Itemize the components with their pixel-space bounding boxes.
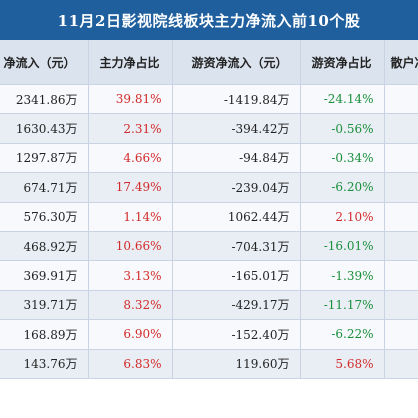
main-pct-cell: 1.14% bbox=[88, 202, 173, 232]
hot-inflow-cell: -165.01万 bbox=[172, 260, 301, 291]
retail-cell bbox=[384, 349, 418, 379]
fund-flow-table: 净流入（元） 主力净占比 游资净流入（元） 游资净占比 散户净 2341.86万… bbox=[0, 40, 418, 379]
main-inflow-cell: 468.92万 bbox=[0, 231, 89, 262]
retail-cell bbox=[384, 319, 418, 350]
main-inflow-cell: 319.71万 bbox=[0, 290, 89, 321]
hot-inflow-cell: -704.31万 bbox=[172, 231, 301, 262]
table-row: 168.89万 6.90% -152.40万 -6.22% bbox=[0, 319, 418, 350]
hot-inflow-cell: -94.84万 bbox=[172, 143, 301, 174]
header-main-pct: 主力净占比 bbox=[88, 40, 173, 85]
main-pct-cell: 39.81% bbox=[88, 84, 173, 115]
hot-pct-cell: -6.20% bbox=[300, 172, 385, 203]
table-row: 674.71万 17.49% -239.04万 -6.20% bbox=[0, 172, 418, 203]
hot-inflow-cell: 119.60万 bbox=[172, 349, 301, 379]
table-row: 369.91万 3.13% -165.01万 -1.39% bbox=[0, 260, 418, 291]
main-inflow-cell: 1630.43万 bbox=[0, 113, 89, 144]
main-pct-cell: 2.31% bbox=[88, 113, 173, 144]
table-row: 319.71万 8.32% -429.17万 -11.17% bbox=[0, 290, 418, 321]
hot-inflow-cell: -1419.84万 bbox=[172, 84, 301, 115]
hot-inflow-cell: -152.40万 bbox=[172, 319, 301, 350]
main-inflow-cell: 168.89万 bbox=[0, 319, 89, 350]
main-pct-cell: 10.66% bbox=[88, 231, 173, 262]
hot-inflow-cell: -429.17万 bbox=[172, 290, 301, 321]
main-inflow-cell: 1297.87万 bbox=[0, 143, 89, 174]
main-inflow-cell: 576.30万 bbox=[0, 202, 89, 232]
hot-pct-cell: -0.56% bbox=[300, 113, 385, 144]
hot-inflow-cell: -394.42万 bbox=[172, 113, 301, 144]
retail-cell bbox=[384, 290, 418, 321]
hot-inflow-cell: -239.04万 bbox=[172, 172, 301, 203]
hot-pct-cell: -0.34% bbox=[300, 143, 385, 174]
retail-cell bbox=[384, 202, 418, 232]
retail-cell bbox=[384, 113, 418, 144]
hot-pct-cell: -16.01% bbox=[300, 231, 385, 262]
table-header-row: 净流入（元） 主力净占比 游资净流入（元） 游资净占比 散户净 bbox=[0, 40, 418, 85]
table-row: 1297.87万 4.66% -94.84万 -0.34% bbox=[0, 143, 418, 174]
main-pct-cell: 8.32% bbox=[88, 290, 173, 321]
header-hot-pct: 游资净占比 bbox=[300, 40, 385, 85]
header-main-inflow: 净流入（元） bbox=[0, 40, 89, 85]
main-pct-cell: 4.66% bbox=[88, 143, 173, 174]
main-pct-cell: 6.83% bbox=[88, 349, 173, 379]
table-title: 11月2日影视院线板块主力净流入前10个股 bbox=[0, 0, 418, 40]
retail-cell bbox=[384, 84, 418, 115]
main-inflow-cell: 674.71万 bbox=[0, 172, 89, 203]
main-pct-cell: 6.90% bbox=[88, 319, 173, 350]
main-inflow-cell: 369.91万 bbox=[0, 260, 89, 291]
main-inflow-cell: 143.76万 bbox=[0, 349, 89, 379]
hot-pct-cell: -6.22% bbox=[300, 319, 385, 350]
table-row: 1630.43万 2.31% -394.42万 -0.56% bbox=[0, 113, 418, 144]
main-pct-cell: 3.13% bbox=[88, 260, 173, 291]
hot-pct-cell: 5.68% bbox=[300, 349, 385, 379]
hot-pct-cell: 2.10% bbox=[300, 202, 385, 232]
table-row: 143.76万 6.83% 119.60万 5.68% bbox=[0, 349, 418, 379]
table-row: 576.30万 1.14% 1062.44万 2.10% bbox=[0, 202, 418, 232]
hot-pct-cell: -11.17% bbox=[300, 290, 385, 321]
retail-cell bbox=[384, 231, 418, 262]
header-hot-inflow: 游资净流入（元） bbox=[172, 40, 301, 85]
hot-pct-cell: -1.39% bbox=[300, 260, 385, 291]
retail-cell bbox=[384, 143, 418, 174]
hot-inflow-cell: 1062.44万 bbox=[172, 202, 301, 232]
header-retail: 散户净 bbox=[384, 40, 418, 85]
hot-pct-cell: -24.14% bbox=[300, 84, 385, 115]
table-row: 468.92万 10.66% -704.31万 -16.01% bbox=[0, 231, 418, 262]
main-inflow-cell: 2341.86万 bbox=[0, 84, 89, 115]
retail-cell bbox=[384, 172, 418, 203]
retail-cell bbox=[384, 260, 418, 291]
table-row: 2341.86万 39.81% -1419.84万 -24.14% bbox=[0, 84, 418, 115]
main-pct-cell: 17.49% bbox=[88, 172, 173, 203]
